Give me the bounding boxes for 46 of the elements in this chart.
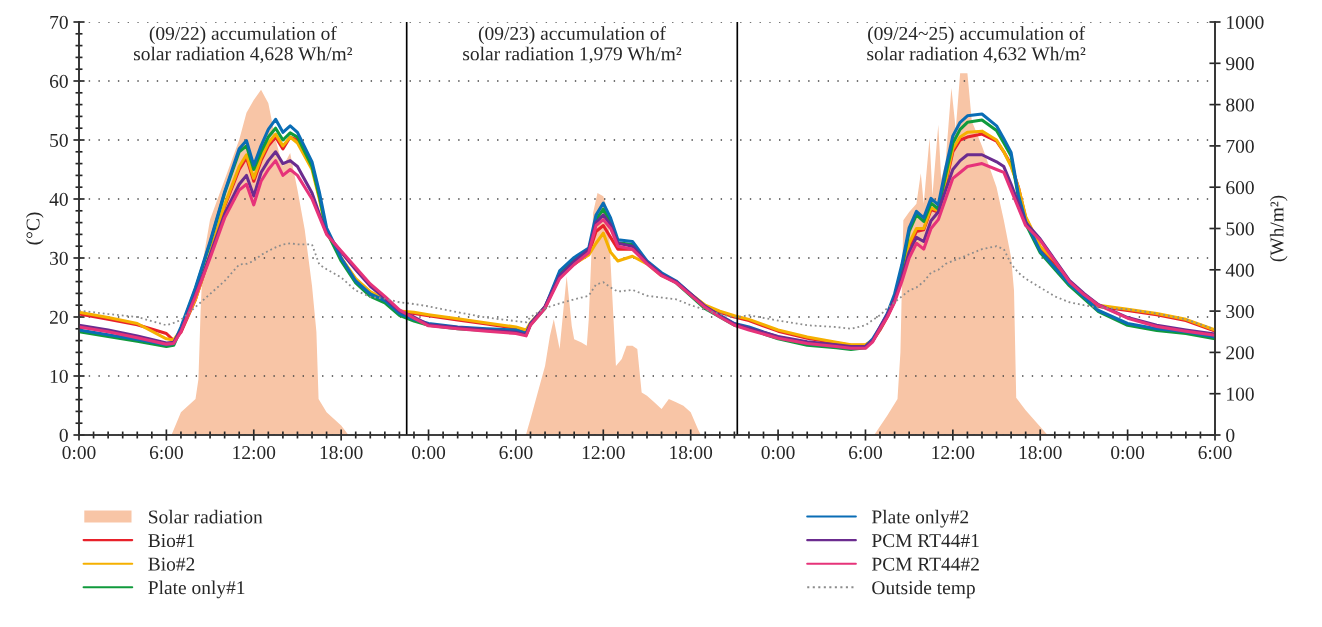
x-tick-label: 18:00	[670, 445, 713, 460]
annotation: (09/23) accumulation of solar radiation 1,979 Wh/m²	[463, 26, 682, 64]
x-tick-label: 18:00	[1019, 445, 1062, 460]
y-tick-label: 0	[59, 428, 68, 442]
legend-label: PCM RT44#1	[871, 534, 979, 548]
y2-tick-label: 300	[1226, 304, 1254, 319]
y2-tick-label: 200	[1226, 346, 1254, 360]
y2-tick-label: 700	[1226, 139, 1254, 153]
y2-tick-label: 1000	[1227, 15, 1264, 29]
y-tick-label: 10	[50, 369, 68, 383]
x-tick-label: 0:00	[412, 445, 446, 460]
y2-tick-label: 100	[1227, 387, 1254, 401]
y-tick-label: 40	[49, 192, 68, 206]
x-tick-label: 0:00	[62, 445, 96, 460]
legend-label: Outside temp	[872, 580, 975, 599]
x-tick-label: 6:00	[849, 445, 882, 460]
y2-tick-label: 500	[1226, 222, 1254, 236]
y-tick-label: 20	[49, 310, 68, 324]
y2-tick-label: 400	[1225, 263, 1254, 277]
legend-label: Plate only#1	[148, 580, 245, 599]
x-tick-label: 0:00	[1111, 445, 1145, 460]
legend-label: Bio#1	[148, 534, 195, 548]
x-tick-label: 18:00	[320, 445, 363, 460]
legend-label: Bio#2	[148, 557, 195, 571]
y2-tick-label: 800	[1226, 98, 1254, 112]
annotation: (09/24~25) accumulation of solar radiation 4,632 Wh/m²	[867, 26, 1086, 64]
y-tick-label: 50	[50, 133, 68, 147]
y2-tick-label: 600	[1226, 181, 1254, 195]
x-tick-label: 12:00	[233, 445, 276, 460]
legend-label: Plate only#2	[871, 509, 969, 528]
legend-label: PCM RT44#2	[871, 557, 979, 571]
legend-label: Solar radiation	[149, 509, 263, 524]
x-tick-label: 6:00	[149, 445, 183, 460]
y2-tick-label: 900	[1226, 57, 1254, 71]
x-tick-label: 0:00	[761, 445, 795, 460]
x-tick-label: 12:00	[932, 445, 975, 460]
x-tick-label: 6:00	[1198, 445, 1232, 460]
x-tick-label: 6:00	[499, 445, 533, 460]
x-tick-label: 12:00	[582, 445, 625, 460]
y-tick-label: 70	[50, 15, 68, 29]
y-tick-label: 30	[50, 251, 68, 265]
y2-axis-title: (Wh/m²)	[1269, 195, 1288, 262]
y-tick-label: 60	[49, 74, 68, 88]
annotation: (09/22) accumulation of solar radiation 4,628 Wh/m²	[133, 26, 353, 64]
y-axis-title: (°C)	[25, 212, 44, 245]
y2-tick-label: 0	[1226, 428, 1235, 442]
